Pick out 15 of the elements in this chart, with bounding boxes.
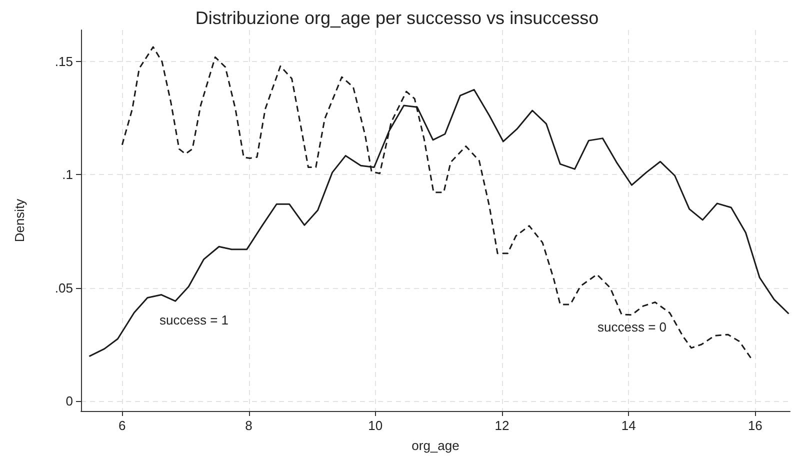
x-tick-label: 6 (118, 418, 126, 433)
x-tick-label: 10 (368, 418, 383, 433)
annotation: success = 1 (159, 312, 229, 328)
annotation: success = 0 (597, 320, 667, 334)
x-tick-label: 16 (748, 418, 762, 433)
x-tick-label: 12 (494, 418, 510, 433)
x-tick-label: 8 (245, 418, 252, 433)
x-tick-label: 14 (621, 418, 636, 433)
y-tick-label: .15 (54, 54, 73, 70)
y-tick-label: .05 (54, 280, 73, 296)
chart-title: Distribuzione org_age per successo vs insuccesso (195, 8, 599, 28)
y-tick-label: .1 (62, 167, 73, 182)
y-tick-label: 0 (66, 393, 73, 408)
x-axis-title: org_age (412, 438, 460, 453)
y-axis-title: Density (12, 198, 27, 242)
